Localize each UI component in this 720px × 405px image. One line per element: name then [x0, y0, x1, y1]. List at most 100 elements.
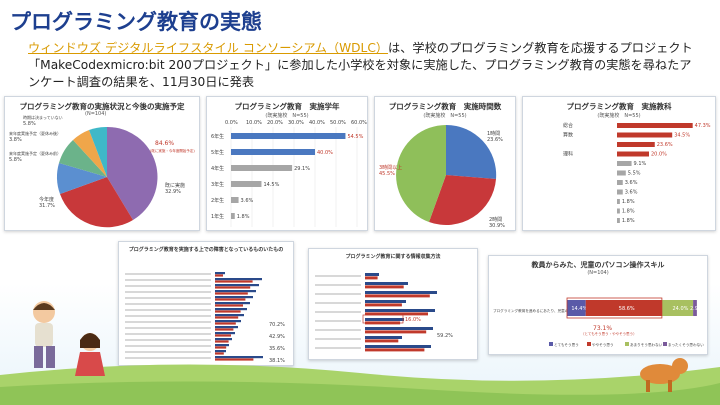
bar-value: 3.6%	[625, 190, 638, 196]
category-placeholder	[125, 315, 211, 317]
chart-title: プログラミング教育 実施時間数	[388, 102, 502, 111]
chart-subtitle: (N=104)	[85, 111, 107, 117]
bar	[215, 310, 241, 313]
bar	[215, 314, 244, 317]
axis-tick: 50.0%	[330, 120, 346, 126]
bar	[215, 356, 263, 359]
category-placeholder	[125, 327, 211, 329]
pie-label: 2時間	[489, 217, 502, 223]
stack-segment	[693, 300, 697, 316]
bar-value: 9.1%	[634, 161, 647, 167]
bar	[365, 276, 378, 280]
legend-swatch	[549, 342, 553, 346]
boy-leg	[46, 346, 55, 368]
category-placeholder	[315, 284, 361, 286]
pie-slice	[57, 163, 107, 194]
category-placeholder	[125, 285, 211, 287]
bar	[215, 290, 256, 293]
bar	[617, 170, 626, 176]
chart-title: プログラミング教育に関する情報収集方法	[345, 254, 441, 260]
stack-segment	[661, 300, 694, 316]
category-placeholder	[125, 345, 211, 347]
intro-text: ウィンドウズ デジタルライフスタイル コンソーシアム（WDLC）は、学校のプログ…	[28, 40, 700, 91]
bar	[215, 308, 247, 311]
bar	[215, 284, 259, 287]
bar-value: 42.9%	[269, 334, 285, 340]
pie-label: 45.5%	[379, 171, 395, 177]
chart-title: プログラミング教育を実施する上での障害となっているものいたもの	[128, 247, 284, 253]
pie-label: 来年度実施予定（夏休み前）	[9, 150, 61, 156]
bar-value: 1.8%	[237, 214, 250, 220]
bar	[617, 208, 620, 214]
pie-label: 既に実施	[165, 182, 185, 189]
bar-value: 5.5%	[628, 171, 641, 177]
bar	[215, 292, 248, 295]
pie-slice	[60, 177, 133, 228]
bar	[215, 328, 234, 331]
category-placeholder	[125, 333, 211, 335]
bar	[365, 273, 379, 276]
pie-label: 32.9%	[165, 189, 181, 195]
bar	[365, 327, 433, 330]
bar-category: 5年生	[211, 149, 224, 156]
bar	[617, 142, 655, 147]
bar	[617, 123, 693, 128]
bar	[365, 336, 402, 339]
pie-label: (既に実施・今年度開始予定)	[150, 148, 195, 153]
grass-front	[0, 381, 720, 405]
bar-category: 3年生	[211, 181, 224, 188]
bar	[617, 151, 649, 157]
chart-grades-bar: プログラミング教育 実施学年 (既実施校 N=55) 0.0% 10.0% 20.0…	[206, 96, 368, 231]
pie-label: 30.9%	[489, 223, 505, 229]
bar	[215, 274, 223, 277]
bar	[215, 286, 251, 289]
category-placeholder	[125, 297, 211, 299]
pie-label: 3時間以上	[379, 164, 402, 171]
pie-svg: 84.6% (既に実施・今年度開始予定) 既に実施 32.9% 今年度 31.7…	[9, 114, 195, 228]
pie-label: 23.6%	[487, 137, 503, 143]
highlight-box	[362, 314, 404, 324]
chart-subtitle: (既実施校 N=55)	[265, 113, 309, 119]
bar	[215, 332, 235, 335]
page-title: プログラミング教育の実態	[10, 10, 262, 34]
pie-label: 今年度	[39, 196, 54, 203]
bar	[215, 358, 254, 361]
pie-slice	[446, 124, 497, 179]
bar	[231, 213, 235, 219]
legend-swatch	[625, 342, 629, 346]
bar-category: 6年生	[211, 133, 224, 140]
chart-obstacles-bar: プログラミング教育を実施する上での障害となっているものいたもの 70.2% 42.…	[118, 241, 294, 366]
bar-value: 59.2%	[437, 333, 453, 339]
bar	[365, 303, 402, 307]
bar-category: 1年生	[211, 213, 224, 220]
bar	[215, 334, 231, 337]
boy-shirt	[35, 323, 53, 347]
org-link[interactable]: ウィンドウズ デジタルライフスタイル コンソーシアム（WDLC）	[28, 41, 389, 55]
dog-head	[672, 358, 688, 374]
chart-title: 教員からみた、児童のパソコン操作スキル	[531, 261, 665, 269]
stack-segment	[567, 300, 586, 316]
bar-category: 4年生	[211, 165, 224, 172]
axis-tick: 60.0%	[351, 120, 367, 126]
bar-value: 70.2%	[269, 322, 285, 328]
bar	[365, 330, 427, 334]
category-placeholder	[125, 351, 211, 353]
bar-value: 38.1%	[269, 358, 285, 364]
bar	[215, 280, 253, 283]
pie-slice	[89, 126, 107, 177]
bar-value: 3.6%	[241, 198, 254, 204]
axis-tick: 40.0%	[309, 120, 325, 126]
category-placeholder	[125, 279, 211, 281]
axis-tick: 20.0%	[267, 120, 283, 126]
chart-subtitle: (既実施校 N=55)	[423, 113, 467, 119]
bar	[231, 165, 293, 171]
category-placeholder	[315, 329, 361, 331]
girl-dress	[75, 352, 105, 376]
bar	[215, 340, 229, 343]
pie-label: 時期は決まっていない	[23, 114, 63, 120]
bar-category: 理科	[563, 151, 573, 158]
bar-value: 3.6%	[625, 180, 638, 186]
category-placeholder	[125, 309, 211, 311]
dog-illustration	[640, 358, 688, 392]
boy-hair	[33, 303, 55, 310]
